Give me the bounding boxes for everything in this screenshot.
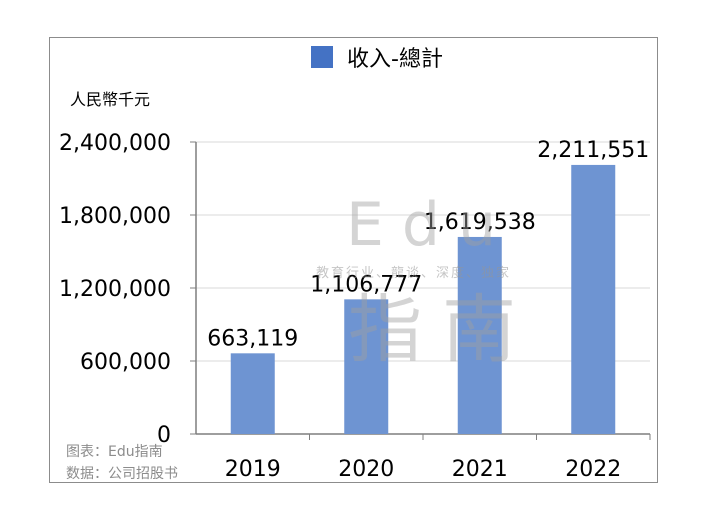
data-label: 2,211,551 xyxy=(537,138,649,163)
bar xyxy=(344,299,389,434)
x-tick-label: 2022 xyxy=(565,457,621,482)
bar xyxy=(571,164,616,434)
y-tick-label: 1,200,000 xyxy=(59,277,171,302)
x-tick-label: 2019 xyxy=(225,457,281,482)
y-tick-label: 600,000 xyxy=(80,350,171,375)
y-tick-label: 2,400,000 xyxy=(59,131,171,156)
data-label: 663,119 xyxy=(207,326,298,351)
data-label: 1,106,777 xyxy=(310,272,422,297)
footnote-data-source: 数据：公司招股书 xyxy=(66,466,178,482)
y-tick-label: 0 xyxy=(157,423,171,448)
legend-label: 收入-總計 xyxy=(347,47,443,72)
legend: 收入-總計 xyxy=(311,42,443,72)
y-tick-label: 1,800,000 xyxy=(59,204,171,229)
x-tick-label: 2020 xyxy=(338,457,394,482)
y-axis-unit-label: 人民幣千元 xyxy=(70,90,151,109)
bar xyxy=(457,236,502,434)
legend-swatch xyxy=(311,46,333,68)
bar xyxy=(230,353,275,434)
footnote-chart-source: 图表：Edu指南 xyxy=(66,444,163,460)
footnotes: 图表：Edu指南 数据：公司招股书 xyxy=(66,441,178,485)
x-tick-label: 2021 xyxy=(452,457,508,482)
data-label: 1,619,538 xyxy=(424,210,536,235)
